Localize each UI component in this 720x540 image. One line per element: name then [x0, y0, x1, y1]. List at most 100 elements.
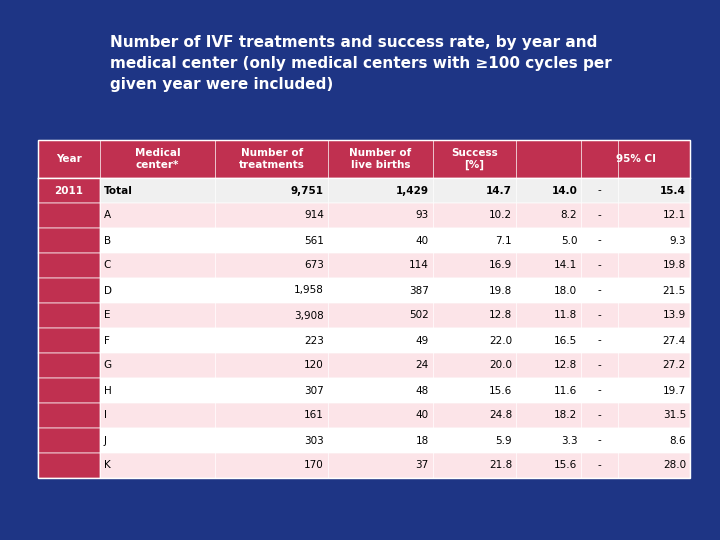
- Bar: [38, 378, 99, 403]
- Text: 1,958: 1,958: [294, 286, 324, 295]
- Text: Number of
live births: Number of live births: [349, 148, 411, 170]
- Text: 673: 673: [304, 260, 324, 271]
- Text: -: -: [598, 260, 601, 271]
- Text: -: -: [598, 461, 601, 470]
- Bar: [99, 453, 690, 478]
- Text: 95% CI: 95% CI: [616, 154, 656, 164]
- Text: 3,908: 3,908: [294, 310, 324, 321]
- Bar: [38, 428, 99, 453]
- Text: 120: 120: [304, 361, 324, 370]
- Text: B: B: [104, 235, 111, 246]
- Text: Number of
treatments: Number of treatments: [239, 148, 305, 170]
- Text: 16.5: 16.5: [554, 335, 577, 346]
- Text: -: -: [598, 386, 601, 395]
- Text: 40: 40: [415, 410, 429, 421]
- Text: -: -: [598, 435, 601, 445]
- Bar: [38, 328, 99, 353]
- Text: 7.1: 7.1: [495, 235, 512, 246]
- Text: -: -: [598, 410, 601, 421]
- Bar: [38, 403, 99, 428]
- Text: 20.0: 20.0: [489, 361, 512, 370]
- Text: 11.8: 11.8: [554, 310, 577, 321]
- Text: Number of IVF treatments and success rate, by year and
medical center (only medi: Number of IVF treatments and success rat…: [110, 35, 612, 92]
- Text: 21.5: 21.5: [662, 286, 686, 295]
- Text: 14.1: 14.1: [554, 260, 577, 271]
- Text: 15.6: 15.6: [489, 386, 512, 395]
- Text: 914: 914: [304, 211, 324, 220]
- Bar: [38, 278, 99, 303]
- Text: J: J: [104, 435, 107, 445]
- Text: -: -: [598, 211, 601, 220]
- Text: 1,429: 1,429: [396, 186, 429, 195]
- Text: G: G: [104, 361, 112, 370]
- Bar: [38, 203, 99, 228]
- Bar: [99, 253, 690, 278]
- Text: 19.8: 19.8: [489, 286, 512, 295]
- Text: 18: 18: [415, 435, 429, 445]
- Text: -: -: [598, 335, 601, 346]
- Bar: [99, 428, 690, 453]
- Text: 502: 502: [409, 310, 429, 321]
- Bar: [38, 453, 99, 478]
- Text: 307: 307: [304, 386, 324, 395]
- Text: Year: Year: [56, 154, 81, 164]
- Text: 21.8: 21.8: [489, 461, 512, 470]
- Bar: [38, 353, 99, 378]
- Text: Medical
center*: Medical center*: [135, 148, 180, 170]
- Bar: [38, 178, 99, 203]
- Text: 14.7: 14.7: [486, 186, 512, 195]
- Text: -: -: [598, 186, 601, 195]
- Text: 31.5: 31.5: [662, 410, 686, 421]
- Text: 27.2: 27.2: [662, 361, 686, 370]
- Text: 161: 161: [304, 410, 324, 421]
- Text: 15.6: 15.6: [554, 461, 577, 470]
- Text: 114: 114: [409, 260, 429, 271]
- Text: H: H: [104, 386, 112, 395]
- Text: Total: Total: [104, 186, 132, 195]
- Text: 22.0: 22.0: [489, 335, 512, 346]
- Bar: [38, 140, 690, 178]
- Text: 28.0: 28.0: [663, 461, 686, 470]
- Text: A: A: [104, 211, 111, 220]
- Text: 27.4: 27.4: [662, 335, 686, 346]
- Text: -: -: [598, 310, 601, 321]
- Bar: [38, 303, 99, 328]
- Text: 387: 387: [409, 286, 429, 295]
- Text: 12.8: 12.8: [489, 310, 512, 321]
- Bar: [38, 140, 690, 478]
- Text: C: C: [104, 260, 111, 271]
- Text: 8.2: 8.2: [561, 211, 577, 220]
- Text: I: I: [104, 410, 107, 421]
- Text: 8.6: 8.6: [670, 435, 686, 445]
- Text: 14.0: 14.0: [552, 186, 577, 195]
- Text: K: K: [104, 461, 110, 470]
- Text: 18.2: 18.2: [554, 410, 577, 421]
- Text: 16.9: 16.9: [489, 260, 512, 271]
- Text: 24: 24: [415, 361, 429, 370]
- Bar: [99, 178, 690, 203]
- Bar: [99, 203, 690, 228]
- Text: 40: 40: [415, 235, 429, 246]
- Text: 11.6: 11.6: [554, 386, 577, 395]
- Text: 561: 561: [304, 235, 324, 246]
- Bar: [99, 278, 690, 303]
- Text: 170: 170: [304, 461, 324, 470]
- Text: 223: 223: [304, 335, 324, 346]
- Text: D: D: [104, 286, 112, 295]
- Text: 9.3: 9.3: [670, 235, 686, 246]
- Text: E: E: [104, 310, 110, 321]
- Text: 13.9: 13.9: [662, 310, 686, 321]
- Text: -: -: [598, 235, 601, 246]
- Text: 303: 303: [304, 435, 324, 445]
- Bar: [99, 403, 690, 428]
- Text: 5.0: 5.0: [561, 235, 577, 246]
- Bar: [38, 253, 99, 278]
- Text: 9,751: 9,751: [291, 186, 324, 195]
- Bar: [99, 353, 690, 378]
- Text: 19.8: 19.8: [662, 260, 686, 271]
- Bar: [99, 303, 690, 328]
- Text: 18.0: 18.0: [554, 286, 577, 295]
- Text: 37: 37: [415, 461, 429, 470]
- Text: 3.3: 3.3: [561, 435, 577, 445]
- Bar: [99, 228, 690, 253]
